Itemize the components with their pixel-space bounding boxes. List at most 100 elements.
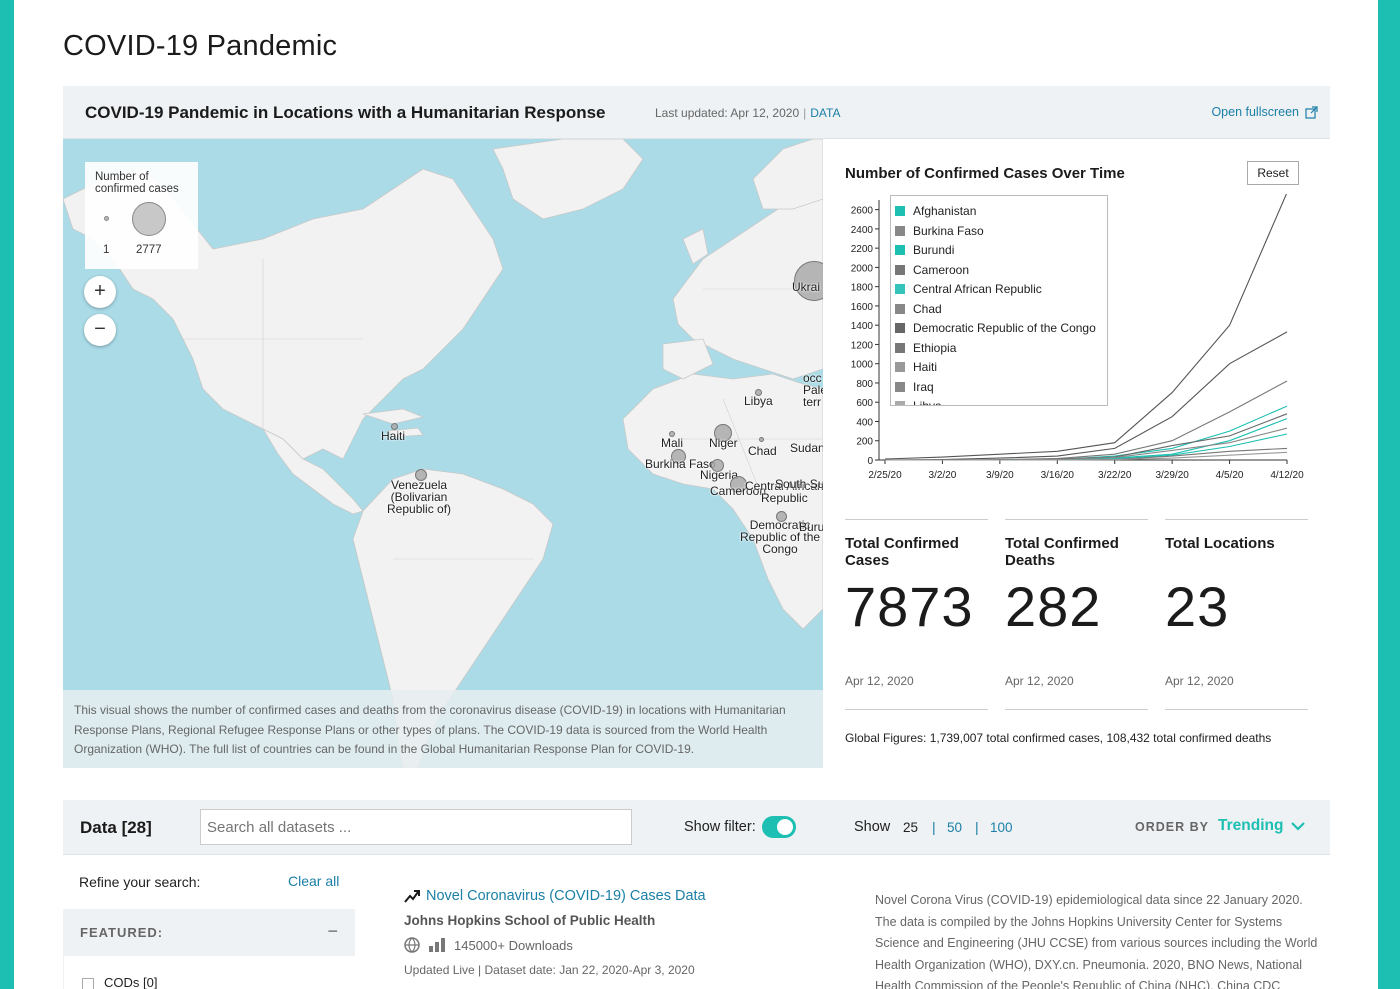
- stat-date: Apr 12, 2020: [1165, 674, 1234, 688]
- bubble-mali[interactable]: [669, 431, 675, 437]
- cods-checkbox[interactable]: [82, 978, 94, 989]
- bubble-burkina-faso[interactable]: [671, 449, 686, 464]
- cases-chart-panel: Number of Confirmed Cases Over Time Rese…: [845, 139, 1330, 768]
- label-venezuela: Venezuela (Bolivarian Republic of): [387, 478, 452, 516]
- legend-item[interactable]: Cameroon: [895, 263, 969, 277]
- legend-swatch: [895, 245, 905, 255]
- stat-value: 7873: [845, 575, 974, 638]
- x-tick-label: 2/25/20: [868, 470, 902, 481]
- y-tick-label: 600: [856, 398, 873, 409]
- legend-title: Number of confirmed cases: [95, 171, 179, 195]
- series-line: [885, 451, 1288, 461]
- label-chad: Chad: [748, 444, 777, 458]
- order-by-label: ORDER BY: [1135, 820, 1209, 834]
- label-drc: Democratic Republic of the Congo: [740, 518, 821, 556]
- featured-filter-group: FEATURED: − CODs [0]: [63, 909, 355, 989]
- dataset-title-link[interactable]: Novel Coronavirus (COVID-19) Cases Data: [404, 888, 706, 904]
- refine-search-label: Refine your search:: [79, 874, 201, 890]
- map-caption: This visual shows the number of confirme…: [63, 690, 823, 768]
- y-tick-label: 1400: [851, 321, 874, 332]
- legend-label: Democratic Republic of the Congo: [913, 321, 1096, 335]
- cods-count: [0]: [143, 975, 158, 989]
- legend-label: Afghanistan: [913, 204, 977, 218]
- reset-button[interactable]: Reset: [1247, 161, 1299, 185]
- series-line: [885, 418, 1288, 461]
- featured-list: CODs [0]: [63, 956, 355, 989]
- separator: |: [932, 819, 936, 835]
- legend-item[interactable]: Afghanistan: [895, 204, 976, 218]
- dataset-organization: Johns Hopkins School of Public Health: [404, 913, 656, 928]
- y-tick-label: 1000: [851, 360, 874, 371]
- legend-item[interactable]: Iraq: [895, 380, 934, 394]
- bubble-ukraine[interactable]: [794, 261, 823, 301]
- legend-swatch: [895, 225, 905, 236]
- chart-title: Number of Confirmed Cases Over Time: [845, 165, 1125, 182]
- legend-item[interactable]: Burundi: [895, 243, 954, 257]
- bar-chart-icon: [429, 938, 445, 952]
- y-tick-label: 400: [856, 417, 873, 428]
- legend-item[interactable]: Burkina Faso: [895, 224, 984, 238]
- legend-item[interactable]: Democratic Republic of the Congo: [895, 321, 1096, 335]
- collapse-button[interactable]: −: [327, 921, 338, 941]
- bubble-haiti[interactable]: [391, 423, 398, 430]
- legend-item[interactable]: Central African Republic: [895, 282, 1042, 296]
- legend-swatch: [895, 284, 905, 294]
- zoom-in-button[interactable]: +: [84, 276, 116, 308]
- legend-item[interactable]: Haiti: [895, 360, 937, 374]
- last-updated-text: Last updated: Apr 12, 2020: [655, 106, 800, 120]
- bubble-niger[interactable]: [714, 424, 732, 442]
- search-datasets-input[interactable]: [200, 809, 632, 845]
- show-label: Show: [854, 819, 891, 835]
- label-burundi: Burundi: [799, 520, 823, 534]
- bubble-drc[interactable]: [776, 511, 787, 522]
- y-tick-label: 0: [867, 456, 873, 467]
- legend-item[interactable]: Chad: [895, 302, 942, 316]
- y-tick-label: 800: [856, 379, 873, 390]
- cases-line-chart[interactable]: 0 200 400 600 800 1000 1200 1400 1600 1800 2000 220…: [845, 194, 1315, 504]
- x-tick-label: 4/12/20: [1270, 470, 1304, 481]
- legend-label: Haiti: [913, 360, 938, 374]
- order-by-dropdown[interactable]: Trending: [1218, 817, 1306, 835]
- show-option-50[interactable]: 50: [947, 820, 963, 835]
- dataset-updated: Updated Live | Dataset date: Jan 22, 202…: [404, 963, 695, 977]
- series-line: [885, 413, 1288, 461]
- bubble-venezuela[interactable]: [415, 469, 427, 481]
- bubble-cameroon[interactable]: [730, 476, 747, 493]
- y-tick-label: 2400: [851, 225, 874, 236]
- y-tick-label: 2600: [851, 206, 874, 217]
- y-tick-label: 1800: [851, 283, 874, 294]
- legend-item[interactable]: Ethiopia: [895, 341, 956, 355]
- zoom-out-button[interactable]: −: [84, 314, 116, 346]
- visualization-panel: COVID-19 Pandemic in Locations with a Hu…: [63, 86, 1330, 768]
- label-libya: Libya: [744, 394, 773, 408]
- stat-confirmed-deaths: Total Confirmed Deaths 282 Apr 12, 2020: [1005, 519, 1148, 710]
- open-fullscreen-link[interactable]: Open fullscreen: [1211, 105, 1318, 119]
- downloads-count: 145000+ Downloads: [454, 937, 573, 953]
- external-link-icon: [1305, 105, 1318, 119]
- show-option-25[interactable]: 25: [903, 820, 919, 835]
- chart-legend[interactable]: Afghanistan Burkina Faso Burundi Cameroon Ce…: [890, 195, 1108, 406]
- legend-item[interactable]: Libya: [895, 399, 942, 406]
- y-tick-label: 2000: [851, 263, 874, 274]
- legend-max-label: 2777: [136, 244, 162, 256]
- data-link[interactable]: DATA: [810, 106, 841, 120]
- cods-filter-label[interactable]: CODs [0]: [104, 975, 157, 989]
- data-toolbar: Data [28] Show filter: Show 25 | 50 | 10…: [63, 800, 1330, 855]
- bubble-nigeria[interactable]: [711, 459, 724, 472]
- trending-icon: [404, 890, 420, 903]
- legend-label: Libya: [913, 399, 942, 406]
- show-filter-toggle[interactable]: [762, 816, 796, 838]
- label-opt: occ Pale terr: [803, 371, 823, 409]
- bubble-libya[interactable]: [755, 389, 762, 396]
- x-tick-label: 4/5/20: [1216, 470, 1244, 481]
- show-option-100[interactable]: 100: [990, 820, 1013, 835]
- bubble-chad[interactable]: [759, 437, 764, 442]
- featured-label: FEATURED:: [80, 925, 164, 940]
- stat-value: 23: [1165, 575, 1230, 638]
- stat-label: Total Confirmed Deaths: [1005, 535, 1119, 569]
- order-by-value: Trending: [1218, 817, 1284, 834]
- world-map[interactable]: Number of confirmed cases 1 2777 + − Hai…: [63, 139, 823, 768]
- legend-label: Ethiopia: [913, 340, 957, 355]
- label-south-sudan: South Su: [775, 477, 823, 491]
- clear-all-link[interactable]: Clear all: [288, 873, 340, 889]
